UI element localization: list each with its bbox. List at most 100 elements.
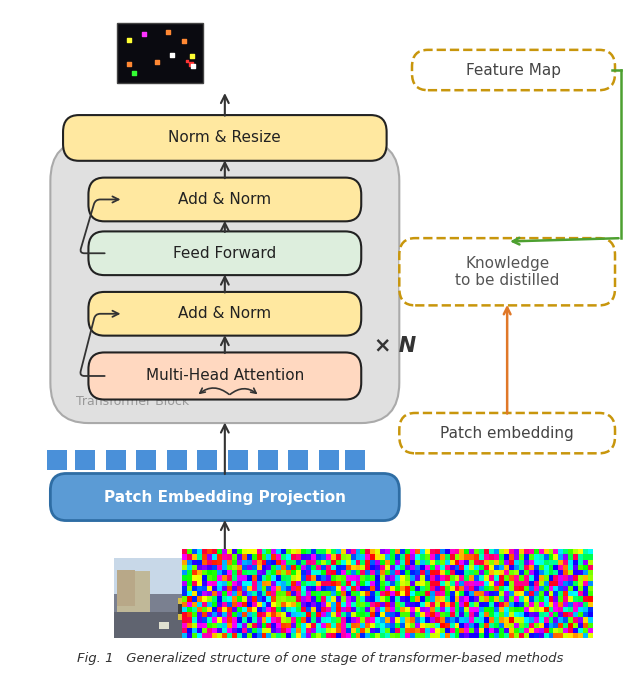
- Bar: [286, 549, 291, 555]
- Bar: [454, 633, 460, 638]
- Bar: [514, 601, 519, 607]
- Bar: [207, 576, 212, 580]
- Bar: [548, 612, 554, 617]
- Bar: [440, 591, 445, 596]
- Bar: [375, 622, 380, 628]
- Bar: [227, 576, 232, 580]
- Bar: [454, 570, 460, 576]
- Bar: [449, 555, 454, 559]
- Bar: [271, 549, 276, 555]
- Bar: [563, 555, 568, 559]
- Bar: [257, 622, 262, 628]
- Bar: [499, 633, 504, 638]
- Bar: [474, 591, 479, 596]
- Bar: [534, 633, 539, 638]
- Bar: [559, 633, 563, 638]
- Bar: [554, 607, 559, 612]
- Bar: [380, 591, 385, 596]
- Bar: [435, 586, 440, 591]
- Bar: [212, 617, 217, 622]
- Bar: [385, 580, 390, 586]
- Bar: [321, 565, 326, 570]
- Point: [124, 35, 134, 45]
- Bar: [182, 586, 188, 591]
- Bar: [331, 586, 336, 591]
- Bar: [340, 607, 346, 612]
- FancyBboxPatch shape: [88, 353, 361, 399]
- Bar: [286, 622, 291, 628]
- Bar: [237, 580, 242, 586]
- Bar: [578, 580, 583, 586]
- Bar: [405, 576, 410, 580]
- Bar: [440, 580, 445, 586]
- Bar: [465, 601, 469, 607]
- Bar: [390, 580, 395, 586]
- Bar: [365, 601, 371, 607]
- Bar: [449, 576, 454, 580]
- Bar: [266, 617, 271, 622]
- Bar: [296, 559, 301, 565]
- Bar: [460, 617, 465, 622]
- Bar: [449, 633, 454, 638]
- Text: Feed Forward: Feed Forward: [173, 245, 276, 261]
- Bar: [217, 576, 222, 580]
- Bar: [296, 591, 301, 596]
- Bar: [365, 559, 371, 565]
- Bar: [326, 555, 331, 559]
- Bar: [227, 559, 232, 565]
- Bar: [494, 580, 499, 586]
- Bar: [340, 612, 346, 617]
- Bar: [479, 612, 484, 617]
- Bar: [266, 633, 271, 638]
- Bar: [351, 549, 356, 555]
- Bar: [296, 586, 301, 591]
- Bar: [336, 580, 340, 586]
- Bar: [390, 633, 395, 638]
- Bar: [257, 596, 262, 601]
- Bar: [262, 565, 266, 570]
- Bar: [425, 565, 429, 570]
- Bar: [588, 565, 593, 570]
- Bar: [454, 580, 460, 586]
- Bar: [321, 617, 326, 622]
- Bar: [356, 612, 360, 617]
- Bar: [375, 628, 380, 633]
- Bar: [227, 580, 232, 586]
- Bar: [405, 612, 410, 617]
- Bar: [246, 580, 252, 586]
- Bar: [445, 591, 449, 596]
- Bar: [554, 586, 559, 591]
- Bar: [554, 633, 559, 638]
- Bar: [534, 549, 539, 555]
- Point: [293, 455, 303, 466]
- Bar: [371, 580, 375, 586]
- Bar: [371, 549, 375, 555]
- Bar: [429, 565, 435, 570]
- Bar: [578, 591, 583, 596]
- Bar: [222, 607, 227, 612]
- Bar: [425, 633, 429, 638]
- Bar: [316, 633, 321, 638]
- Bar: [340, 565, 346, 570]
- Bar: [365, 622, 371, 628]
- Bar: [509, 559, 514, 565]
- Bar: [202, 633, 207, 638]
- Bar: [242, 586, 246, 591]
- Bar: [321, 591, 326, 596]
- Bar: [445, 633, 449, 638]
- Bar: [262, 570, 266, 576]
- Bar: [578, 576, 583, 580]
- Bar: [266, 601, 271, 607]
- Bar: [286, 555, 291, 559]
- Bar: [276, 586, 282, 591]
- Bar: [469, 580, 474, 586]
- Bar: [252, 580, 257, 586]
- Bar: [321, 622, 326, 628]
- Bar: [192, 570, 197, 576]
- Point: [324, 455, 334, 466]
- Bar: [380, 570, 385, 576]
- Bar: [440, 622, 445, 628]
- Bar: [529, 586, 534, 591]
- Bar: [371, 591, 375, 596]
- Bar: [212, 555, 217, 559]
